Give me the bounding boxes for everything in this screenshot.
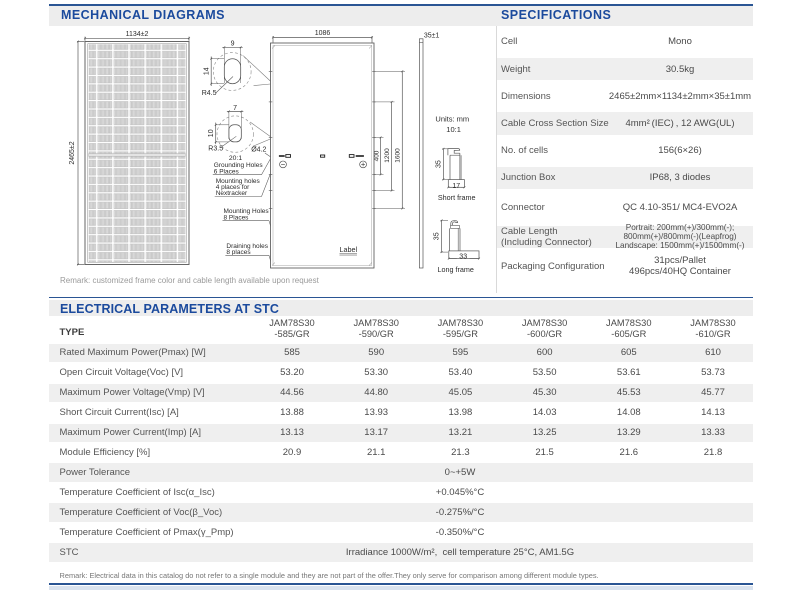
svg-text:Label: Label <box>340 245 358 254</box>
svg-text:17: 17 <box>452 183 460 190</box>
svg-text:35: 35 <box>435 160 442 168</box>
svg-text:Short frame: Short frame <box>438 193 476 202</box>
svg-text:Mounting Holes: Mounting Holes <box>224 208 270 215</box>
svg-text:1200: 1200 <box>384 148 391 163</box>
svg-text:7: 7 <box>233 105 237 112</box>
svg-text:33: 33 <box>459 253 467 260</box>
svg-text:8 places: 8 places <box>226 249 251 256</box>
svg-text:Grounding Holes: Grounding Holes <box>214 162 264 169</box>
svg-text:1600: 1600 <box>394 148 401 163</box>
svg-text:Mounting holes: Mounting holes <box>216 178 261 185</box>
svg-text:R4.5: R4.5 <box>202 90 217 97</box>
svg-text:35: 35 <box>434 232 441 240</box>
svg-text:20:1: 20:1 <box>229 155 242 162</box>
svg-text:4 places for: 4 places for <box>216 184 250 191</box>
svg-text:2465±2: 2465±2 <box>69 141 76 164</box>
svg-text:6 Places: 6 Places <box>214 168 240 175</box>
svg-text:14: 14 <box>204 67 211 75</box>
svg-text:35±1: 35±1 <box>424 33 440 40</box>
svg-text:Long frame: Long frame <box>438 265 474 274</box>
svg-text:8 Places: 8 Places <box>224 214 250 221</box>
svg-text:400: 400 <box>374 150 381 161</box>
svg-text:Units: mm: Units: mm <box>435 115 469 124</box>
svg-text:Nextracker: Nextracker <box>216 190 248 197</box>
svg-text:9: 9 <box>231 41 235 48</box>
svg-text:10:1: 10:1 <box>446 125 461 134</box>
svg-text:10: 10 <box>208 129 215 137</box>
svg-text:Ø4.2: Ø4.2 <box>251 147 266 154</box>
svg-text:1086: 1086 <box>315 30 331 37</box>
svg-text:1134±2: 1134±2 <box>126 31 149 38</box>
svg-text:R3.5: R3.5 <box>208 145 223 152</box>
svg-text:Draining holes: Draining holes <box>226 243 268 250</box>
